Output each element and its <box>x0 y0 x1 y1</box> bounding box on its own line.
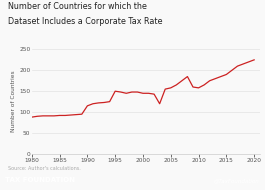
Y-axis label: Number of Countries: Number of Countries <box>11 71 16 132</box>
Text: Number of Countries for which the: Number of Countries for which the <box>8 2 147 11</box>
Text: Source: Author's calculations.: Source: Author's calculations. <box>8 166 81 171</box>
Text: Dataset Includes a Corporate Tax Rate: Dataset Includes a Corporate Tax Rate <box>8 17 162 26</box>
Text: TAX FOUNDATION: TAX FOUNDATION <box>5 177 75 184</box>
Text: @TaxFoundation: @TaxFoundation <box>214 178 260 183</box>
